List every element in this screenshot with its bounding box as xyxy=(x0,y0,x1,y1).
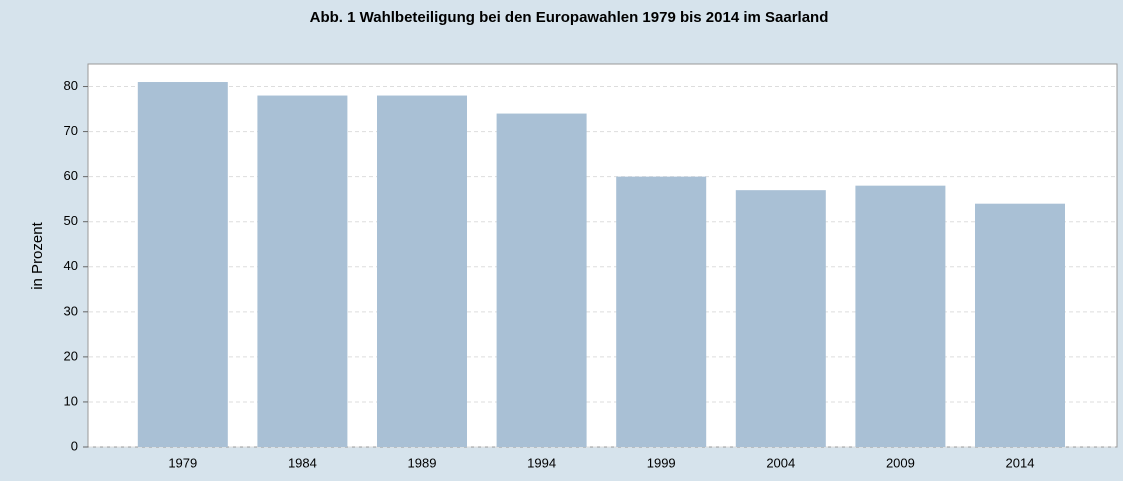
x-tick-label: 1989 xyxy=(408,455,437,470)
plot-area xyxy=(87,63,1118,448)
x-tick-label: 1979 xyxy=(168,455,197,470)
y-tick-label: 30 xyxy=(64,303,78,318)
y-tick-label: 10 xyxy=(64,393,78,408)
x-tick-label: 1994 xyxy=(527,455,556,470)
y-axis-label: in Prozent xyxy=(29,221,46,289)
bar xyxy=(735,190,826,447)
bar xyxy=(975,203,1065,447)
y-tick-label: 50 xyxy=(64,213,78,228)
bar xyxy=(377,95,467,448)
x-tick-label: 2009 xyxy=(886,455,915,470)
y-tick-label: 40 xyxy=(64,258,78,273)
bar xyxy=(257,95,348,448)
bar xyxy=(855,185,946,448)
bar xyxy=(496,113,587,448)
y-tick-label: 70 xyxy=(64,123,78,138)
x-tick-label: 1984 xyxy=(288,455,317,470)
bar xyxy=(137,82,228,447)
y-tick-label: 60 xyxy=(64,168,78,183)
y-tick-label: 20 xyxy=(64,348,78,363)
x-tick-label: 2004 xyxy=(766,455,795,470)
bar xyxy=(616,176,707,447)
x-tick-label: 2014 xyxy=(1006,455,1035,470)
y-tick-label: 80 xyxy=(64,78,78,93)
y-tick-label: 0 xyxy=(71,438,78,453)
chart-title: Abb. 1 Wahlbeteiligung bei den Europawah… xyxy=(310,9,829,26)
x-tick-label: 1999 xyxy=(647,455,676,470)
